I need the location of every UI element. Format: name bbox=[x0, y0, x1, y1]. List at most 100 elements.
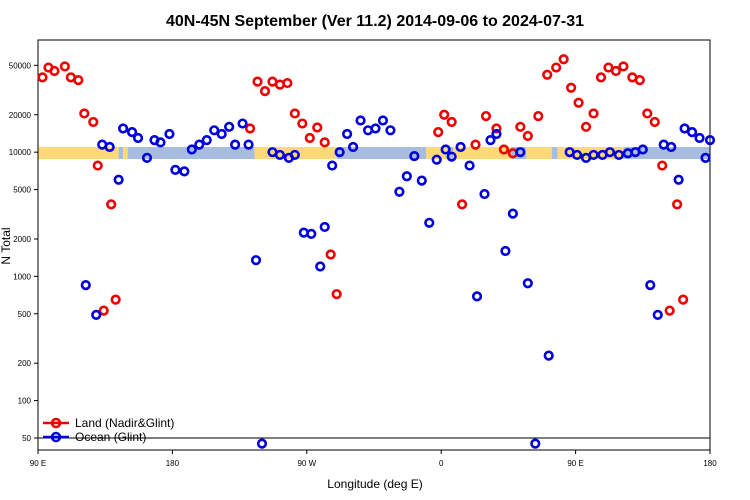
data-point bbox=[355, 115, 366, 126]
data-point bbox=[49, 65, 60, 77]
data-point bbox=[91, 309, 102, 320]
y-axis: 50 100 200 500 1000 2000 5000 10000 20000 50000 bbox=[9, 61, 38, 443]
data-point bbox=[370, 123, 381, 134]
data-point bbox=[595, 72, 607, 83]
y-tick-label: 100 bbox=[18, 397, 32, 406]
band-segment-ocean bbox=[118, 147, 124, 160]
data-point bbox=[637, 144, 648, 155]
data-point bbox=[498, 144, 510, 155]
data-point bbox=[480, 111, 492, 122]
data-point bbox=[274, 149, 286, 161]
legend: Land (Nadir&Glint) Ocean (Glint) bbox=[43, 416, 174, 444]
data-point bbox=[237, 118, 248, 129]
x-tick-label: 90 E bbox=[567, 459, 583, 468]
data-point bbox=[110, 294, 121, 305]
legend-land-marker bbox=[50, 417, 62, 429]
data-point bbox=[522, 130, 533, 142]
y-tick-label: 2000 bbox=[13, 235, 31, 244]
data-point bbox=[573, 97, 584, 108]
data-point bbox=[543, 350, 554, 361]
y-tick-label: 20000 bbox=[9, 111, 32, 120]
data-point bbox=[515, 147, 526, 158]
data-point bbox=[297, 118, 308, 129]
x-tick-label: 90 E bbox=[30, 459, 46, 468]
data-point bbox=[455, 141, 466, 153]
data-point bbox=[672, 199, 683, 210]
data-point bbox=[515, 121, 526, 132]
data-point bbox=[209, 125, 220, 136]
data-point bbox=[571, 149, 583, 161]
series-ocean bbox=[80, 115, 716, 449]
data-point bbox=[610, 65, 622, 77]
data-point bbox=[530, 438, 541, 449]
data-point bbox=[485, 135, 496, 146]
data-point bbox=[141, 152, 153, 163]
data-point bbox=[533, 111, 544, 122]
data-point bbox=[394, 186, 405, 197]
data-point bbox=[289, 149, 300, 161]
data-point bbox=[37, 72, 48, 83]
data-point bbox=[416, 175, 427, 186]
band-segment-ocean bbox=[623, 147, 710, 160]
x-tick-label: 0 bbox=[439, 459, 444, 468]
data-point bbox=[618, 61, 629, 72]
band-segment-land bbox=[254, 147, 337, 160]
legend-ocean-marker bbox=[50, 431, 62, 443]
legend-item-land: Land (Nadir&Glint) bbox=[43, 416, 174, 430]
band-segment-ocean bbox=[336, 147, 427, 160]
data-point bbox=[126, 127, 138, 138]
data-point bbox=[588, 149, 599, 161]
legend-ocean-label: Ocean (Glint) bbox=[75, 430, 146, 444]
data-point bbox=[244, 123, 256, 134]
x-tick-label: 180 bbox=[703, 459, 717, 468]
data-point bbox=[256, 438, 268, 449]
x-tick-label: 180 bbox=[166, 459, 180, 468]
data-point bbox=[664, 305, 675, 316]
data-point bbox=[522, 278, 533, 289]
data-point bbox=[80, 280, 91, 291]
data-point bbox=[289, 108, 300, 119]
data-point bbox=[457, 199, 468, 210]
data-point bbox=[88, 116, 99, 128]
chart-title: 40N-45N September (Ver 11.2) 2014-09-06 … bbox=[166, 13, 584, 30]
data-point bbox=[113, 174, 124, 185]
band-segment-land bbox=[526, 147, 552, 160]
y-tick-label: 50 bbox=[22, 434, 31, 443]
data-point bbox=[634, 75, 645, 86]
data-point bbox=[439, 109, 450, 120]
plot-frame bbox=[37, 39, 711, 451]
data-point bbox=[446, 151, 457, 162]
band-segment-land bbox=[38, 147, 119, 160]
data-point bbox=[224, 121, 235, 132]
data-point bbox=[79, 108, 90, 119]
data-point bbox=[342, 128, 353, 140]
data-point bbox=[566, 82, 577, 93]
data-point bbox=[657, 160, 668, 171]
data-point bbox=[325, 249, 336, 260]
data-point bbox=[155, 137, 166, 148]
data-point bbox=[580, 121, 592, 132]
series-land bbox=[37, 54, 689, 316]
data-point bbox=[92, 160, 103, 171]
data-point bbox=[243, 139, 254, 150]
y-tick-label: 200 bbox=[18, 359, 32, 368]
data-point bbox=[409, 150, 420, 162]
data-point bbox=[470, 139, 481, 150]
data-point bbox=[431, 154, 442, 165]
data-point bbox=[678, 294, 689, 305]
data-point bbox=[334, 147, 345, 158]
data-point bbox=[132, 132, 144, 144]
data-point bbox=[216, 128, 227, 140]
data-point bbox=[704, 135, 716, 146]
data-point bbox=[194, 139, 205, 150]
data-point bbox=[304, 132, 315, 144]
data-point bbox=[73, 75, 84, 86]
y-axis-label: N Total bbox=[0, 227, 13, 264]
data-point bbox=[645, 280, 656, 291]
band-segment-land bbox=[123, 147, 128, 160]
data-point bbox=[464, 160, 475, 171]
data-point bbox=[118, 123, 129, 134]
data-point bbox=[507, 208, 518, 219]
data-point bbox=[604, 147, 616, 158]
data-point bbox=[98, 305, 109, 316]
